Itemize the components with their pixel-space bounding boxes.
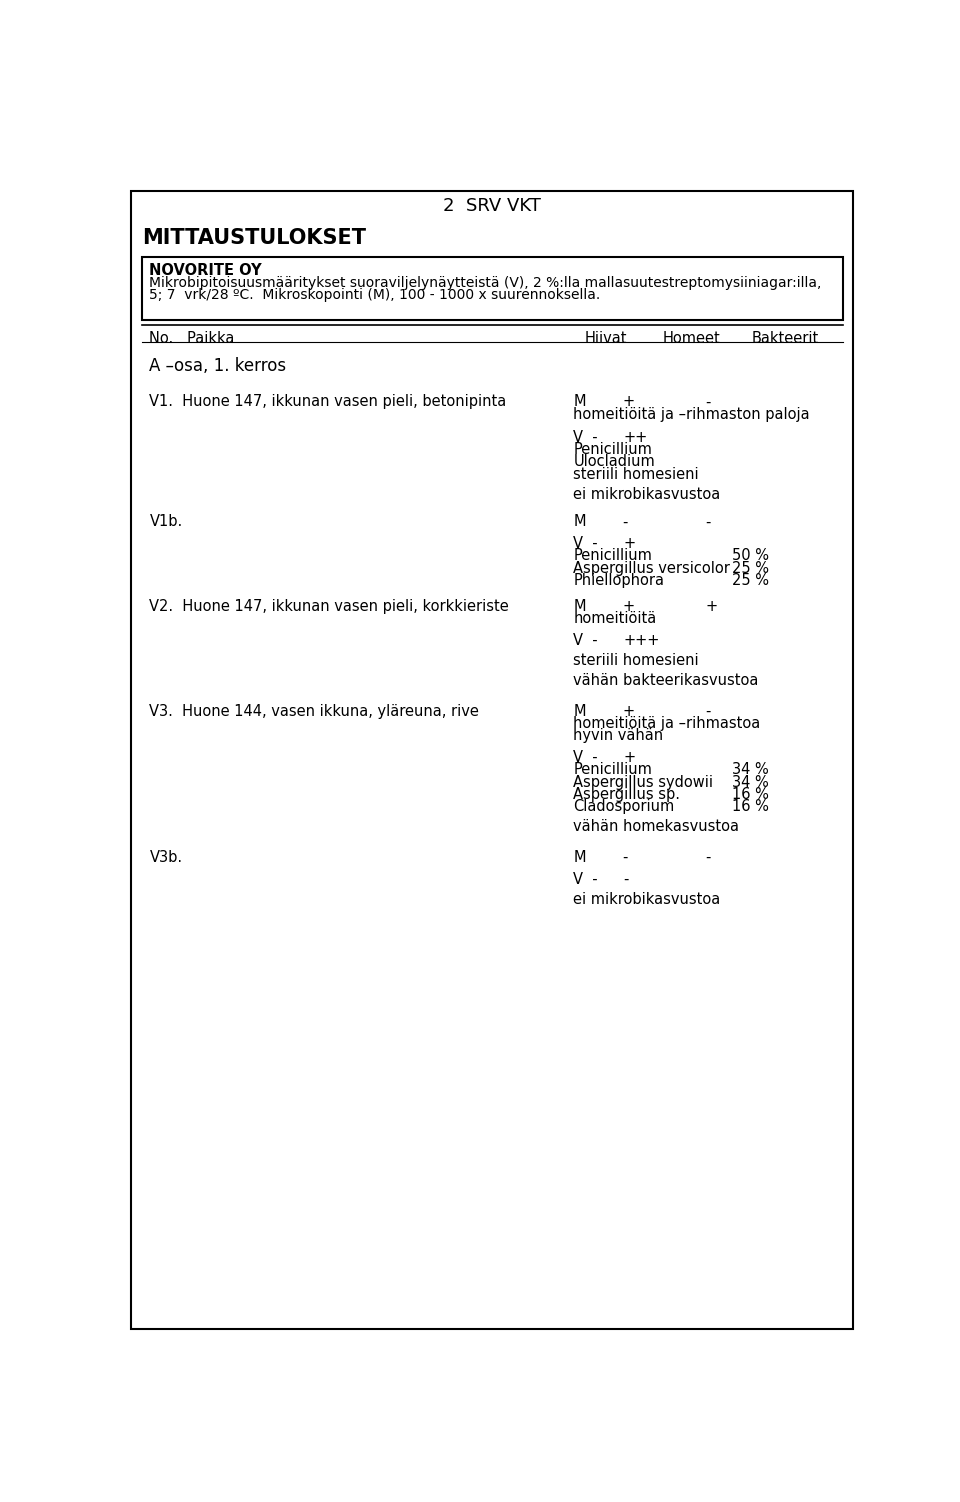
Text: homeitiöitä ja –rihmaston paloja: homeitiöitä ja –rihmaston paloja (573, 407, 810, 422)
Text: ei mikrobikasvustoa: ei mikrobikasvustoa (573, 487, 721, 502)
Text: M: M (573, 514, 586, 529)
Text: M: M (573, 599, 586, 614)
Text: NOVORITE OY: NOVORITE OY (150, 263, 262, 278)
Text: -: - (622, 850, 628, 865)
Text: Aspergillus versicolor: Aspergillus versicolor (573, 560, 731, 575)
Text: 16 %: 16 % (732, 787, 769, 802)
Text: +: + (624, 536, 636, 551)
Text: homeitiöitä ja –rihmastoa: homeitiöitä ja –rihmastoa (573, 716, 760, 731)
Text: V  -: V - (573, 871, 598, 886)
Text: homeitiöitä: homeitiöitä (573, 611, 657, 626)
Text: Aspergillus sp.: Aspergillus sp. (573, 787, 681, 802)
Text: Bakteerit: Bakteerit (752, 330, 819, 345)
Text: -: - (706, 395, 710, 410)
Text: M: M (573, 704, 586, 719)
Text: Mikrobipitoisuusmääritykset suoraviljelynäytteistä (V), 2 %:lla mallasuutestrept: Mikrobipitoisuusmääritykset suoraviljely… (150, 276, 822, 290)
Text: V1.  Huone 147, ikkunan vasen pieli, betonipinta: V1. Huone 147, ikkunan vasen pieli, beto… (150, 395, 507, 410)
Text: +: + (622, 599, 635, 614)
Text: 25 %: 25 % (732, 572, 769, 587)
Text: Homeet: Homeet (662, 330, 720, 345)
Text: steriili homesieni: steriili homesieni (573, 653, 699, 668)
Text: ++: ++ (624, 430, 648, 445)
Text: Penicillium: Penicillium (573, 548, 652, 563)
Text: -: - (706, 850, 710, 865)
Text: +: + (706, 599, 717, 614)
Text: MITTAUSTULOKSET: MITTAUSTULOKSET (142, 228, 366, 248)
Text: -: - (706, 514, 710, 529)
Text: 16 %: 16 % (732, 799, 769, 814)
Text: V3b.: V3b. (150, 850, 182, 865)
Text: V  -: V - (573, 536, 598, 551)
Text: vähän homekasvustoa: vähän homekasvustoa (573, 819, 739, 834)
Text: V  -: V - (573, 430, 598, 445)
Text: V  -: V - (573, 632, 598, 647)
Text: steriili homesieni: steriili homesieni (573, 467, 699, 482)
Text: Aspergillus sydowii: Aspergillus sydowii (573, 775, 713, 790)
Text: 5; 7  vrk/28 ºC.  Mikroskopointi (M), 100 - 1000 x suurennoksella.: 5; 7 vrk/28 ºC. Mikroskopointi (M), 100 … (150, 288, 601, 302)
Text: hyvin vähän: hyvin vähän (573, 728, 663, 743)
Text: 34 %: 34 % (732, 763, 769, 778)
Text: V1b.: V1b. (150, 514, 182, 529)
Text: Phiellophora: Phiellophora (573, 572, 664, 587)
Text: 2  SRV VKT: 2 SRV VKT (444, 197, 540, 215)
Text: 25 %: 25 % (732, 560, 769, 575)
Text: 34 %: 34 % (732, 775, 769, 790)
Text: -: - (624, 871, 629, 886)
Text: vähän bakteerikasvustoa: vähän bakteerikasvustoa (573, 673, 758, 688)
Text: Penicillium: Penicillium (573, 763, 652, 778)
Text: Ulocladium: Ulocladium (573, 455, 655, 469)
Text: A –osa, 1. kerros: A –osa, 1. kerros (150, 357, 287, 376)
Text: +: + (622, 395, 635, 410)
Text: Hiivat: Hiivat (585, 330, 628, 345)
Text: 50 %: 50 % (732, 548, 769, 563)
Text: M: M (573, 850, 586, 865)
Text: ei mikrobikasvustoa: ei mikrobikasvustoa (573, 892, 721, 907)
Text: +++: +++ (624, 632, 660, 647)
Text: V3.  Huone 144, vasen ikkuna, yläreuna, rive: V3. Huone 144, vasen ikkuna, yläreuna, r… (150, 704, 479, 719)
Text: V  -: V - (573, 749, 598, 765)
Text: Penicillium: Penicillium (573, 442, 652, 457)
Text: -: - (622, 514, 628, 529)
Text: +: + (622, 704, 635, 719)
Text: -: - (706, 704, 710, 719)
Text: M: M (573, 395, 586, 410)
Text: No.   Paikka: No. Paikka (150, 330, 235, 345)
Text: Cladosporium: Cladosporium (573, 799, 675, 814)
Text: V2.  Huone 147, ikkunan vasen pieli, korkkieriste: V2. Huone 147, ikkunan vasen pieli, kork… (150, 599, 509, 614)
Text: +: + (624, 749, 636, 765)
FancyBboxPatch shape (142, 257, 843, 320)
